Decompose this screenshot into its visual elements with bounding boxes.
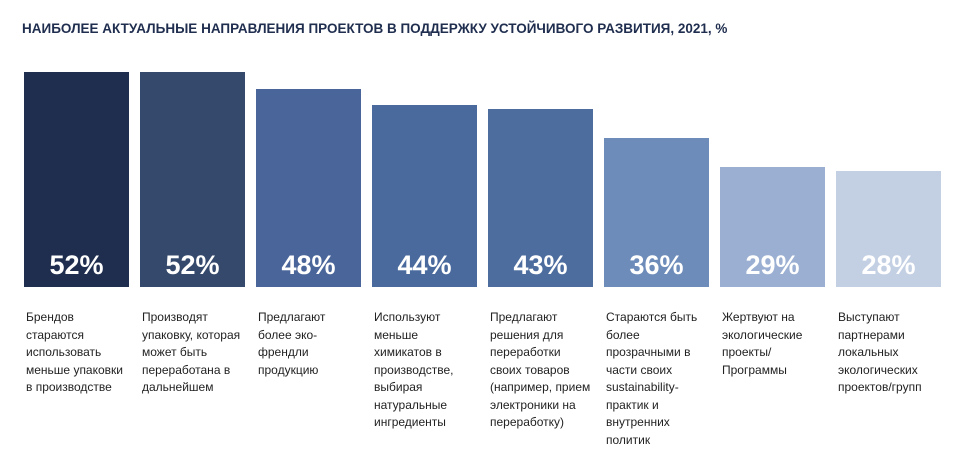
bar — [256, 88, 361, 287]
bar — [604, 138, 709, 287]
bar — [836, 171, 941, 287]
value-label: 48% — [281, 250, 336, 280]
category-label: Предлагают решения для переработки своих… — [490, 310, 591, 429]
category-label: Выступают партнерами локальных экологиче… — [838, 310, 922, 394]
bar — [140, 72, 245, 287]
category-label: Производят упаковку, которая может быть … — [142, 310, 241, 394]
category-label: Предлагают более эко- френдли продукцию — [258, 310, 326, 377]
value-label: 44% — [397, 250, 452, 280]
chart-title: НАИБОЛЕЕ АКТУАЛЬНЫЕ НАПРАВЛЕНИЯ ПРОЕКТОВ… — [22, 21, 728, 36]
category-label: Стараются быть более прозрачными в части… — [606, 310, 698, 447]
bar — [24, 72, 129, 287]
bar — [720, 167, 825, 287]
value-label: 29% — [745, 250, 800, 280]
bar — [488, 109, 593, 287]
value-label: 43% — [513, 250, 568, 280]
value-label: 52% — [49, 250, 104, 280]
value-label: 36% — [629, 250, 684, 280]
value-label: 28% — [861, 250, 916, 280]
bar — [372, 105, 477, 287]
value-label: 52% — [165, 250, 220, 280]
category-label: Жертвуют на экологические проекты/ Прогр… — [722, 310, 803, 377]
category-label: Используют меньше химикатов в производст… — [374, 310, 454, 429]
category-label: Брендов стараются использовать меньше уп… — [26, 310, 123, 394]
